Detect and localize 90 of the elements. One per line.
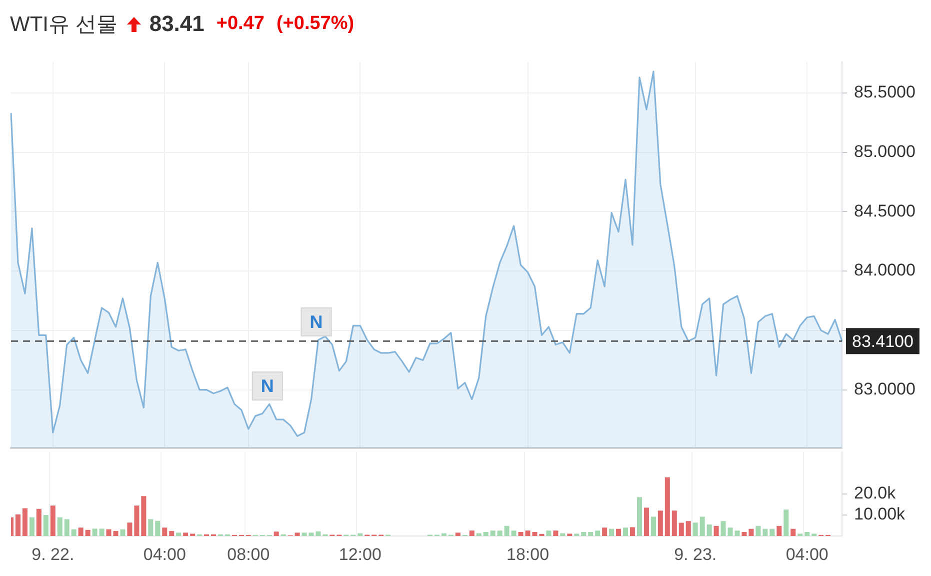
bar [43, 515, 48, 536]
bar [770, 528, 775, 536]
bar [706, 524, 712, 536]
bar [141, 496, 146, 536]
bar [756, 526, 761, 536]
chart-title: WTI유 선물 [10, 12, 118, 38]
bar [762, 528, 768, 536]
x-tick-label: 04:00 [143, 544, 186, 564]
bar [50, 506, 56, 536]
bar [630, 527, 636, 536]
chart-subtitle: 83.41 [149, 11, 204, 37]
text: +0.47 [216, 13, 264, 35]
bar [92, 528, 98, 536]
bar [490, 530, 496, 536]
x-tick-label: 18:00 [506, 544, 550, 564]
bar [162, 528, 168, 536]
bar [595, 530, 600, 536]
bar [120, 529, 126, 536]
bar [616, 528, 622, 536]
bar [176, 532, 182, 536]
bar [29, 517, 34, 536]
bar [294, 532, 300, 536]
ref-line-label: 83.4100 [852, 332, 914, 351]
y-tick-label: 85.0000 [854, 142, 916, 161]
bar [776, 526, 782, 536]
bar [85, 530, 90, 536]
bar [455, 532, 460, 536]
bar [609, 528, 614, 536]
bar [358, 533, 363, 536]
bar [678, 522, 684, 536]
x-tick-label: 9. 23. [674, 544, 717, 564]
bar [714, 526, 719, 536]
y-tick-label: 20.0k [854, 484, 896, 503]
y-tick-label: 85.5000 [854, 82, 916, 102]
bar [636, 497, 642, 536]
bar [22, 508, 28, 536]
annotation: N [260, 376, 274, 396]
bar [57, 517, 62, 536]
bar [784, 510, 789, 536]
bar [64, 519, 70, 536]
x-tick-label: 9. 22. [32, 544, 74, 564]
bar [588, 532, 594, 536]
bar [560, 533, 566, 536]
bar [623, 528, 628, 536]
bar [720, 521, 726, 536]
bar [692, 522, 698, 536]
y-tick-label: 84.5000 [854, 201, 916, 220]
bar [155, 520, 160, 536]
annotation: N [310, 312, 323, 332]
bar [99, 528, 104, 536]
bar [183, 532, 188, 536]
bar [441, 533, 446, 536]
bar [602, 528, 608, 536]
bar [546, 530, 552, 536]
bar [581, 532, 586, 536]
bar [469, 530, 474, 536]
bar [36, 508, 42, 536]
bar [790, 528, 796, 536]
bar [511, 530, 516, 536]
bar [274, 532, 279, 536]
bar [804, 532, 810, 536]
bar [644, 508, 649, 536]
bar [78, 528, 84, 536]
bar [476, 533, 482, 536]
bar [15, 514, 20, 536]
x-tick-label: 12:00 [338, 544, 382, 564]
bar [672, 510, 677, 536]
bar [650, 516, 656, 536]
x-tick-label: 04:00 [786, 544, 828, 564]
bar [134, 506, 140, 536]
bar [497, 530, 502, 536]
bar [664, 477, 670, 536]
y-tick-label: 10.00k [854, 504, 906, 524]
bar [504, 526, 510, 536]
text: (+0.57%) [276, 13, 354, 35]
bar [169, 530, 174, 536]
bar [127, 522, 132, 536]
x-tick-label: 08:00 [227, 544, 270, 564]
bar [302, 532, 307, 536]
bar [148, 519, 154, 536]
bar [553, 530, 558, 536]
y-tick-label: 83.0000 [854, 379, 916, 398]
bar [700, 516, 705, 536]
bar [71, 529, 76, 536]
bar [742, 532, 747, 536]
y-tick-label: 84.0000 [854, 260, 916, 280]
bar [686, 521, 691, 536]
bar [658, 510, 663, 536]
bar [483, 532, 488, 536]
bar [748, 528, 754, 536]
